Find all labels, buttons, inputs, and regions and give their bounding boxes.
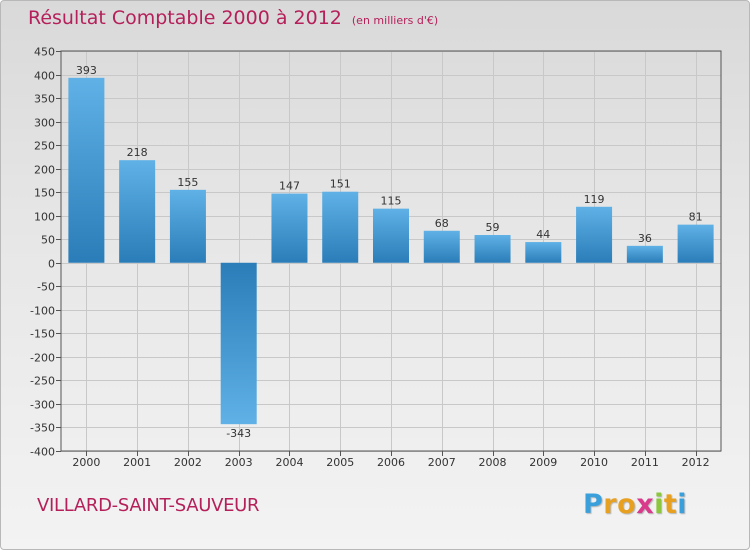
y-tick-label: 100 (34, 211, 55, 224)
x-tick-label: 2007 (428, 456, 456, 469)
logo-letter: t (663, 489, 678, 520)
x-tick-label: 2001 (123, 456, 151, 469)
y-tick-label: -50 (37, 281, 55, 294)
bar-2008 (474, 235, 511, 263)
chart-unit-text: (en milliers d'€) (351, 14, 439, 27)
bar-2003 (220, 262, 257, 425)
x-tick-label: 2010 (580, 456, 608, 469)
bar-2002 (169, 189, 206, 263)
x-tick-label: 2012 (682, 456, 710, 469)
chart-title-text: Résultat Comptable 2000 à 2012 (28, 7, 342, 29)
data-label-2005: 151 (330, 178, 351, 191)
data-label-2003: -343 (226, 427, 251, 440)
x-tick-label: 2006 (377, 456, 405, 469)
y-tick-label: 150 (34, 187, 55, 200)
bar-2007 (423, 230, 460, 263)
bar-2010 (576, 206, 613, 263)
proxiti-logo: Proxiti (583, 489, 687, 520)
y-tick-label: -250 (30, 375, 55, 388)
y-tick-label: -400 (30, 446, 55, 459)
y-tick-label: 350 (34, 93, 55, 106)
x-tick-label: 2000 (72, 456, 100, 469)
x-tick-label: 2009 (529, 456, 557, 469)
bars (68, 77, 714, 425)
y-tick-label: -300 (30, 399, 55, 412)
logo-letter: r (603, 489, 618, 520)
x-tick-label: 2008 (479, 456, 507, 469)
y-tick-label: -200 (30, 352, 55, 365)
y-tick-label: 200 (34, 164, 55, 177)
y-tick-label: 400 (34, 70, 55, 83)
data-label-2000: 393 (76, 64, 97, 77)
data-label-2004: 147 (279, 180, 300, 193)
y-tick-label: 450 (34, 46, 55, 59)
x-tick-label: 2011 (631, 456, 659, 469)
place-name: VILLARD-SAINT-SAUVEUR (37, 495, 260, 516)
data-label-2010: 119 (584, 193, 605, 206)
x-tick-label: 2004 (275, 456, 303, 469)
chart-title: Résultat Comptable 2000 à 2012 (en millie… (28, 7, 438, 29)
y-tick-label: -350 (30, 422, 55, 435)
y-tick-label: 300 (34, 117, 55, 130)
data-labels: 393 218 155 -343 147 151 115 68 59 44 119 36 81 (76, 64, 703, 440)
bar-2004 (271, 193, 308, 263)
bar-2000 (68, 77, 105, 263)
bar-2006 (373, 208, 409, 263)
y-tick-label: 50 (41, 234, 55, 247)
bar-2012 (677, 224, 714, 263)
logo-letter: i (677, 489, 688, 520)
y-tick-label: 0 (48, 258, 55, 271)
data-label-2008: 59 (486, 221, 500, 234)
bar-2009 (525, 242, 562, 263)
y-tick-label: 250 (34, 140, 55, 153)
logo-letter: P (583, 489, 604, 520)
bar-2001 (119, 160, 156, 263)
data-label-2009: 44 (536, 228, 550, 241)
logo-letter: x (636, 489, 655, 520)
x-tick-label: 2002 (174, 456, 202, 469)
data-label-2012: 81 (689, 211, 703, 224)
data-label-2011: 36 (638, 232, 652, 245)
y-tick-label: -150 (30, 328, 55, 341)
data-label-2007: 68 (435, 217, 449, 230)
y-tick-label: -100 (30, 305, 55, 318)
data-label-2002: 155 (177, 176, 198, 189)
logo-letter: o (617, 489, 637, 520)
data-label-2006: 115 (381, 195, 402, 208)
bar-2011 (626, 245, 663, 263)
logo-letter: i (654, 489, 664, 520)
x-tick-label: 2005 (326, 456, 354, 469)
x-tick-label: 2003 (225, 456, 253, 469)
axes: 450 400 350 300 250 200 150 100 50 0 -50 -100 -150 -2… (30, 46, 722, 469)
bar-2005 (322, 191, 359, 263)
data-label-2001: 218 (127, 146, 148, 159)
